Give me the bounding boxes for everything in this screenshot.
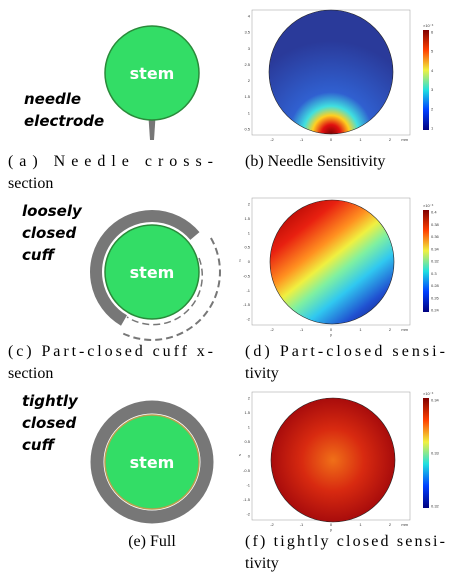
y-tick-label: -1 bbox=[246, 288, 250, 293]
x-tick-label: -2 bbox=[270, 522, 274, 527]
colorbar bbox=[423, 398, 429, 508]
y-tick-label: 0.5 bbox=[244, 245, 250, 250]
figure: stem needle electrode (a) Needle cross- … bbox=[0, 0, 449, 580]
caption: (e) Full bbox=[128, 533, 176, 550]
label: tightly bbox=[22, 392, 79, 410]
x-tick-label: -2 bbox=[270, 137, 274, 142]
y-tick-label: -0.5 bbox=[243, 273, 251, 278]
colorbar-tick-label: 0.34 bbox=[431, 246, 440, 251]
colorbar bbox=[423, 210, 429, 312]
sensitivity-map bbox=[269, 10, 393, 134]
caption: tivity bbox=[245, 365, 279, 382]
caption: section bbox=[8, 365, 53, 382]
x-unit: mm bbox=[401, 137, 408, 142]
colorbar-tick-label: 0.33 bbox=[431, 451, 440, 456]
colorbar-tick-label: 0.32 bbox=[431, 259, 440, 264]
x-tick-label: 1 bbox=[359, 327, 362, 332]
colorbar-exponent: ×10⁻³ bbox=[423, 203, 434, 208]
y-tick-label: 1.5 bbox=[244, 410, 250, 415]
y-tick-label: 3 bbox=[248, 46, 251, 51]
colorbar-tick-label: 0.32 bbox=[431, 504, 440, 509]
y-tick-label: -1.5 bbox=[243, 497, 251, 502]
caption: (c) Part-closed cuff x- bbox=[8, 343, 213, 360]
x-tick-label: -1 bbox=[300, 522, 304, 527]
y-tick-label: 2.5 bbox=[244, 62, 250, 67]
caption: section bbox=[8, 175, 53, 192]
y-tick-label: 3.5 bbox=[244, 30, 250, 35]
label: needle bbox=[24, 90, 81, 108]
colorbar-tick-label: 1 bbox=[431, 126, 434, 131]
y-tick-label: 4 bbox=[248, 14, 251, 19]
colorbar-tick-label: 0.3 bbox=[431, 271, 437, 276]
colorbar-tick-label: 3 bbox=[431, 87, 434, 92]
colorbar-tick-label: 2 bbox=[431, 106, 434, 111]
colorbar-exponent: ×10⁻³ bbox=[423, 23, 434, 28]
stem-label: stem bbox=[130, 64, 175, 83]
colorbar-tick-label: 0.4 bbox=[431, 210, 437, 215]
colorbar-tick-label: 0.36 bbox=[431, 234, 440, 239]
x-unit: mm bbox=[401, 327, 408, 332]
y-tick-label: -1 bbox=[246, 483, 250, 488]
label: cuff bbox=[22, 436, 56, 454]
x-tick-label: -1 bbox=[300, 327, 304, 332]
label: cuff bbox=[22, 246, 56, 264]
colorbar-tick-label: 0.24 bbox=[431, 308, 440, 313]
y-tick-label: -0.5 bbox=[243, 468, 251, 473]
y-tick-label: 0.5 bbox=[244, 439, 250, 444]
x-tick-label: 1 bbox=[359, 522, 362, 527]
x-tick-label: -2 bbox=[270, 327, 274, 332]
y-tick-label: 2 bbox=[248, 396, 251, 401]
label: closed bbox=[22, 224, 76, 242]
y-tick-label: 1 bbox=[248, 110, 251, 115]
sensitivity-map bbox=[271, 398, 395, 522]
y-tick-label: 1 bbox=[248, 425, 251, 430]
y-tick-label: -2 bbox=[246, 317, 250, 322]
sensitivity-map bbox=[270, 200, 394, 324]
y-tick-label: 2 bbox=[248, 78, 251, 83]
x-tick-label: 2 bbox=[389, 522, 392, 527]
colorbar-exponent: ×10⁻³ bbox=[423, 391, 434, 396]
y-tick-label: 1.5 bbox=[244, 216, 250, 221]
label: closed bbox=[22, 414, 76, 432]
y-tick-label: 1 bbox=[248, 230, 251, 235]
x-unit: mm bbox=[401, 522, 408, 527]
colorbar-tick-label: 0.26 bbox=[431, 295, 440, 300]
y-tick-label: 1.5 bbox=[244, 94, 250, 99]
stem-label: stem bbox=[130, 263, 175, 282]
colorbar-tick-label: 0.38 bbox=[431, 222, 440, 227]
y-tick-label: 2 bbox=[248, 202, 251, 207]
x-tick-label: 1 bbox=[359, 137, 362, 142]
x-tick-label: -1 bbox=[300, 137, 304, 142]
y-tick-label: 0.5 bbox=[244, 127, 250, 132]
colorbar bbox=[423, 30, 429, 130]
label: loosely bbox=[22, 202, 83, 220]
caption: (b) Needle Sensitivity bbox=[245, 153, 385, 170]
colorbar-tick-label: 6 bbox=[431, 30, 434, 35]
x-axis-label: y bbox=[330, 527, 332, 532]
colorbar-tick-label: 0.34 bbox=[431, 398, 440, 403]
y-tick-label: -1.5 bbox=[243, 302, 251, 307]
y-axis-label: z bbox=[239, 452, 241, 457]
y-tick-label: 0 bbox=[248, 259, 251, 264]
colorbar-tick-label: 5 bbox=[431, 49, 434, 54]
caption: tivity bbox=[245, 555, 279, 572]
caption: (f) tightly closed sensi- bbox=[245, 533, 445, 550]
colorbar-tick-label: 0.28 bbox=[431, 283, 440, 288]
caption: (a) Needle cross- bbox=[8, 153, 213, 170]
label: electrode bbox=[24, 112, 104, 130]
colorbar-tick-label: 4 bbox=[431, 68, 434, 73]
x-tick-label: 2 bbox=[389, 327, 392, 332]
x-tick-label: 2 bbox=[389, 137, 392, 142]
y-tick-label: 0 bbox=[248, 454, 251, 459]
stem-label: stem bbox=[130, 453, 175, 472]
x-axis-label: y bbox=[330, 332, 332, 337]
y-axis-label: z bbox=[239, 258, 241, 263]
caption: (d) Part-closed sensi- bbox=[245, 343, 445, 360]
y-tick-label: -2 bbox=[246, 512, 250, 517]
x-tick-label: 0 bbox=[330, 137, 333, 142]
